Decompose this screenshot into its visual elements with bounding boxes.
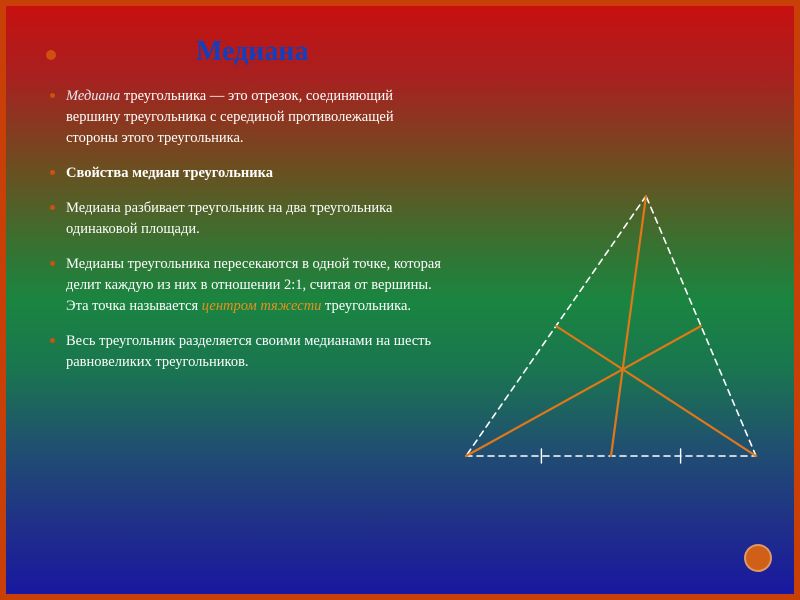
slide-title: Медиана	[196, 36, 309, 68]
list-item: Медианы треугольника пересекаются в одно…	[46, 254, 446, 317]
list-item: Медиана разбивает треугольник на два тре…	[46, 198, 446, 240]
definition-term: Медиана	[66, 88, 120, 104]
triangle-figure	[466, 196, 756, 463]
properties-heading: Свойства медиан треугольника	[66, 165, 273, 181]
bullet-list: Медиана треугольника — это отрезок, соед…	[46, 86, 446, 373]
content-column: Медиана Медиана треугольника — это отрез…	[46, 36, 446, 373]
property-text: Медиана разбивает треугольник на два тре…	[66, 200, 392, 237]
property-text-after: треугольника.	[321, 298, 411, 314]
title-row: Медиана	[46, 36, 446, 68]
slide: Медиана Медиана треугольника — это отрез…	[0, 0, 800, 600]
list-item: Медиана треугольника — это отрезок, соед…	[46, 86, 446, 149]
median-diagram	[446, 186, 776, 486]
list-item: Свойства медиан треугольника	[46, 163, 446, 184]
next-slide-button[interactable]	[744, 544, 772, 572]
title-bullet-dot	[46, 50, 56, 60]
list-item: Весь треугольник разделяется своими меди…	[46, 331, 446, 373]
accent-term: центром тяжести	[202, 298, 322, 314]
property-text: Весь треугольник разделяется своими меди…	[66, 333, 431, 370]
